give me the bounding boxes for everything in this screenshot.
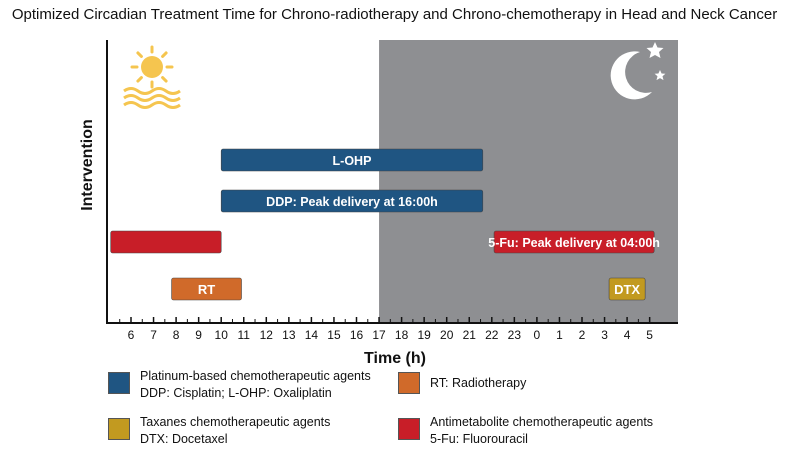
legend-label: Taxanes chemotherapeutic agents xyxy=(140,415,331,429)
legend-sublabel: DTX: Docetaxel xyxy=(140,432,228,446)
x-tick-label: 12 xyxy=(260,328,274,342)
legend-label: Antimetabolite chemotherapeutic agents xyxy=(430,415,654,429)
legend-swatch-taxanes xyxy=(108,418,130,440)
x-tick-label: 20 xyxy=(440,328,454,342)
x-tick-label: 22 xyxy=(485,328,499,342)
intervention-bar-label: 5-Fu: Peak delivery at 04:00h xyxy=(488,236,660,250)
legend-swatch-antimetabolite xyxy=(398,418,420,440)
sun-icon xyxy=(123,45,181,109)
x-tick-label: 3 xyxy=(601,328,608,342)
figure-title: Optimized Circadian Treatment Time for C… xyxy=(11,6,778,23)
legend-sublabel: DDP: Cisplatin; L-OHP: Oxaliplatin xyxy=(140,386,332,400)
intervention-bar xyxy=(220,189,484,213)
x-tick-label: 11 xyxy=(238,328,251,342)
legend-label: Platinum-based chemotherapeutic agents xyxy=(140,369,371,383)
legend-sublabel: 5-Fu: Fluorouracil xyxy=(430,432,528,446)
moon-icon xyxy=(610,42,666,100)
intervention-bar-label: DDP: Peak delivery at 16:00h xyxy=(266,195,438,209)
legend-item-platinum: Platinum-based chemotherapeutic agents D… xyxy=(108,368,371,402)
x-tick-label: 8 xyxy=(173,328,180,342)
intervention-bar-label: L-OHP xyxy=(333,154,372,168)
y-axis-label: Intervention xyxy=(79,119,96,211)
x-tick-label: 6 xyxy=(128,328,135,342)
x-tick-label: 9 xyxy=(195,328,202,342)
intervention-bar xyxy=(110,230,222,254)
x-tick-label: 4 xyxy=(624,328,631,342)
x-tick-label: 18 xyxy=(395,328,409,342)
x-tick-label: 17 xyxy=(372,328,386,342)
x-tick-label: 19 xyxy=(417,328,431,342)
x-tick-label: 7 xyxy=(150,328,157,342)
intervention-bar xyxy=(220,148,484,172)
x-tick-label: 10 xyxy=(215,328,229,342)
x-tick-label: 16 xyxy=(350,328,364,342)
intervention-bar xyxy=(493,230,655,254)
intervention-bar xyxy=(171,277,242,301)
x-tick-label: 5 xyxy=(646,328,653,342)
x-tick-label: 15 xyxy=(327,328,341,342)
x-tick-label: 21 xyxy=(463,328,477,342)
legend-label: RT: Radiotherapy xyxy=(430,376,527,390)
legend-item-radiotherapy: RT: Radiotherapy xyxy=(398,368,526,394)
intervention-bar-label: DTX xyxy=(614,282,640,297)
intervention-bar-label: RT xyxy=(198,282,215,297)
legend-item-antimetabolite: Antimetabolite chemotherapeutic agents 5… xyxy=(398,414,653,448)
legend-swatch-platinum xyxy=(108,372,130,394)
legend-swatch-radiotherapy xyxy=(398,372,420,394)
x-tick-label: 23 xyxy=(508,328,522,342)
legend-item-taxanes: Taxanes chemotherapeutic agents DTX: Doc… xyxy=(108,414,330,448)
x-tick-label: 1 xyxy=(556,328,563,342)
intervention-bar xyxy=(608,277,646,301)
x-tick-label: 13 xyxy=(282,328,296,342)
x-tick-label: 14 xyxy=(305,328,319,342)
x-tick-label: 0 xyxy=(534,328,541,342)
x-axis-label: Time (h) xyxy=(364,350,426,367)
x-tick-label: 2 xyxy=(579,328,586,342)
timeline-chart: 6 7 8 9 10 11 12 13 14 15 16 17 18 19 20 21 22 23 0 1 2 3 4 5 L… xyxy=(79,40,678,367)
